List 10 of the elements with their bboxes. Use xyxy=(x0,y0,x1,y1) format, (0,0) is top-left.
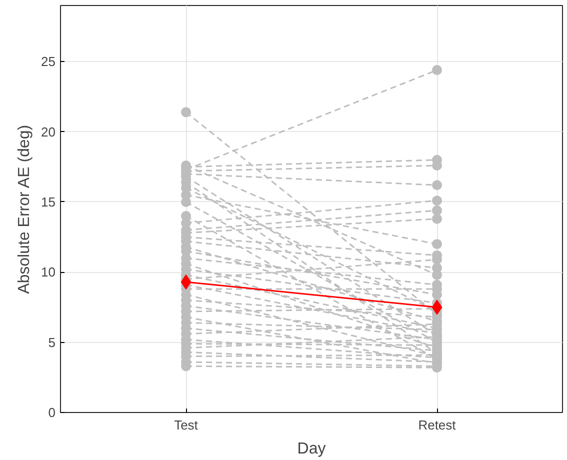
y-tick-label: 20 xyxy=(41,124,56,140)
y-tick-label: 15 xyxy=(41,194,56,210)
x-axis-title: Day xyxy=(297,440,326,458)
y-tick-label: 0 xyxy=(48,405,56,420)
x-tick-label: Retest xyxy=(418,418,456,432)
y-tick-label: 5 xyxy=(48,334,56,350)
y-tick-label: 10 xyxy=(41,264,56,280)
x-tick-label: Test xyxy=(174,418,198,432)
y-axis-title: Absolute Error AE (deg) xyxy=(16,124,34,294)
y-tick-label: 25 xyxy=(41,54,56,70)
